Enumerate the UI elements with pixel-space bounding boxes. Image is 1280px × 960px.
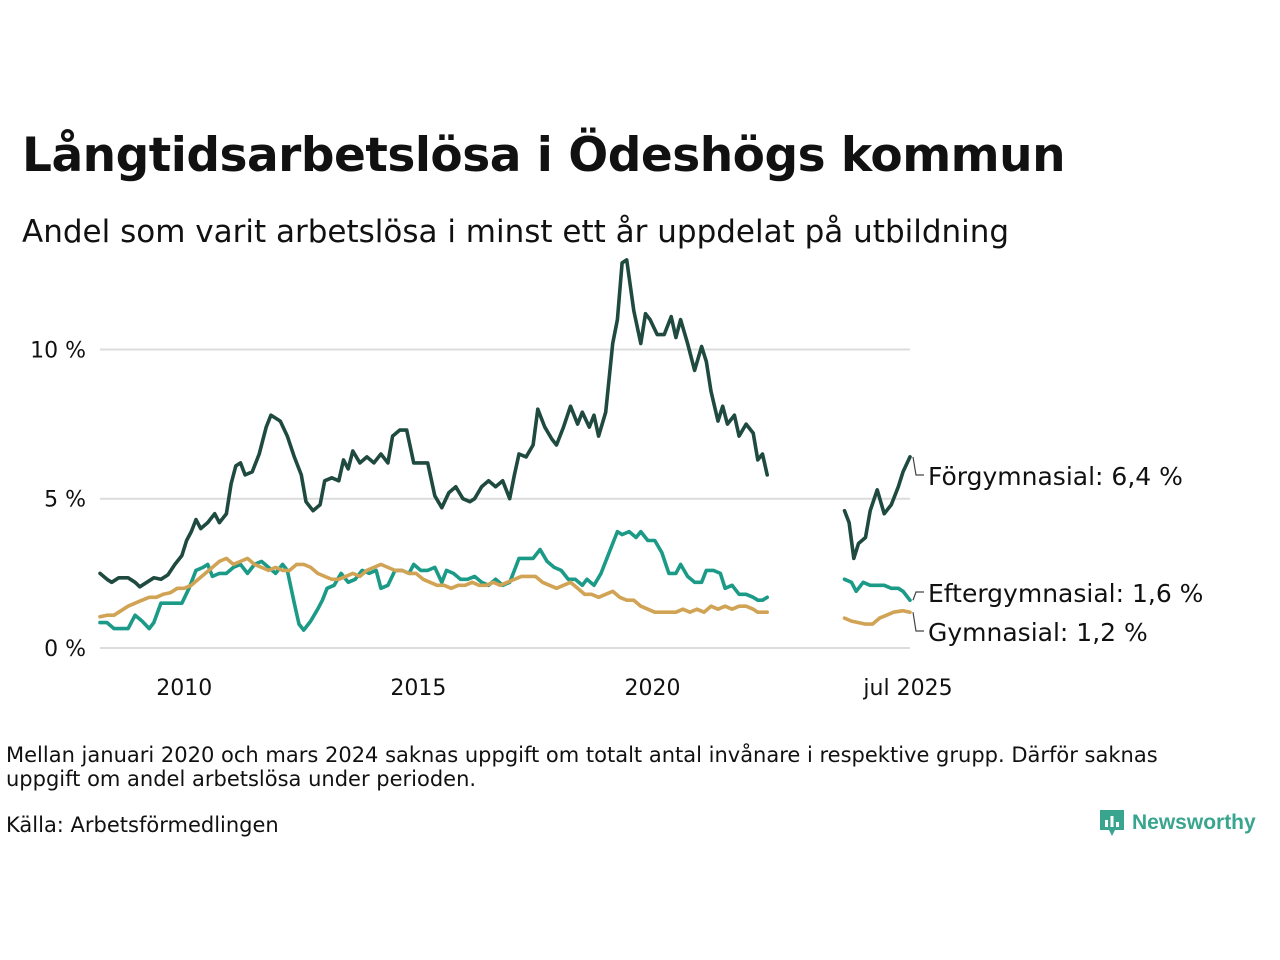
- series-end-label-eftergymnasial: Eftergymnasial: 1,6 %: [928, 579, 1203, 608]
- series-end-label-förgymnasial: Förgymnasial: 6,4 %: [928, 462, 1183, 491]
- x-tick-label: 2020: [624, 676, 680, 701]
- leader-line: [912, 456, 924, 476]
- chart-title: Långtidsarbetslösa i Ödeshögs kommun: [22, 128, 1066, 183]
- newsworthy-logo-icon: [1100, 810, 1124, 836]
- series-line-eftergymnasial-segment-1: [98, 529, 769, 632]
- x-tick-label: 2015: [390, 676, 446, 701]
- leader-line: [912, 591, 924, 601]
- series-line-gymnasial-segment-2: [842, 608, 912, 626]
- footnote: Mellan januari 2020 och mars 2024 saknas…: [6, 743, 1158, 791]
- y-tick-label: 0 %: [44, 637, 86, 662]
- x-tick-label: jul 2025: [862, 676, 952, 701]
- line-chart: 0 % 5 % 10 % 2010 2015 2020 jul 2025 Förgymna…: [30, 258, 1203, 701]
- source-text: Källa: Arbetsförmedlingen: [6, 813, 279, 837]
- series-line-förgymnasial-segment-2: [842, 455, 912, 561]
- leader-line: [912, 612, 924, 632]
- chart-subtitle: Andel som varit arbetslösa i minst ett å…: [22, 214, 1010, 250]
- series-line-gymnasial-segment-1: [98, 556, 769, 619]
- gridlines: [100, 348, 910, 649]
- y-tick-label: 10 %: [30, 338, 86, 363]
- y-tick-label: 5 %: [44, 488, 86, 513]
- x-axis-ticks: 2010 2015 2020 jul 2025: [156, 676, 952, 701]
- newsworthy-logo: Newsworthy: [1098, 808, 1256, 838]
- series-line-eftergymnasial-segment-2: [842, 577, 912, 602]
- series-end-label-gymnasial: Gymnasial: 1,2 %: [928, 618, 1148, 647]
- y-axis-ticks: 0 % 5 % 10 %: [30, 338, 86, 662]
- series-lines: [98, 258, 912, 632]
- series-end-labels: Förgymnasial: 6,4 % Eftergymnasial: 1,6 %…: [912, 456, 1203, 647]
- newsworthy-logo-text: Newsworthy: [1132, 811, 1256, 834]
- series-line-förgymnasial-segment-1: [98, 258, 769, 589]
- x-tick-label: 2010: [156, 676, 212, 701]
